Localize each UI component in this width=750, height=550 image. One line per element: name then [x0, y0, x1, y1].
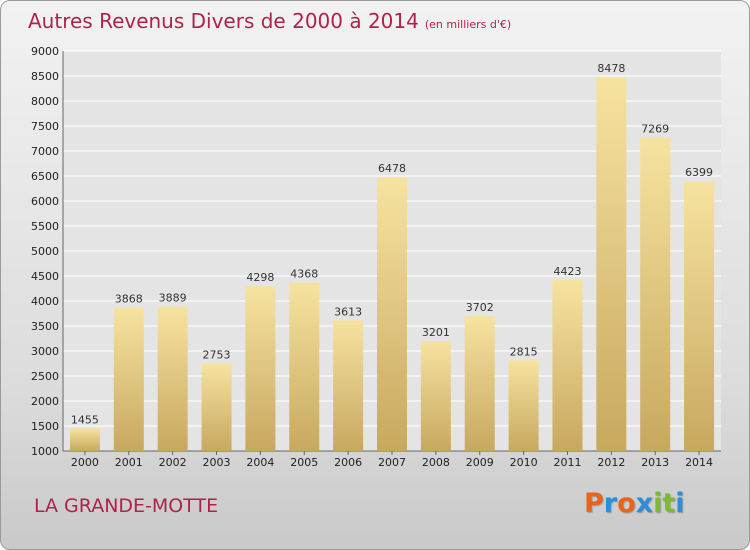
data-label: 1455: [71, 413, 99, 426]
logo-letter: i: [653, 488, 663, 519]
data-label: 6399: [685, 166, 713, 179]
bar: [69, 428, 100, 451]
data-label: 6478: [378, 162, 406, 175]
proxiti-logo: Proxiti: [584, 488, 685, 519]
data-label: 4368: [290, 268, 318, 281]
logo-letter: i: [675, 488, 685, 519]
bar: [245, 286, 276, 451]
y-tick-label: 3000: [31, 345, 59, 358]
x-tick-label: 2010: [510, 456, 538, 469]
x-tick-label: 2012: [597, 456, 625, 469]
y-tick-label: 6500: [31, 170, 59, 183]
x-tick-label: 2000: [71, 456, 99, 469]
y-tick-label: 1000: [31, 445, 59, 458]
data-label: 3868: [115, 293, 143, 306]
chart-title-text: Autres Revenus Divers de 2000 à 2014: [28, 9, 419, 33]
chart-title: Autres Revenus Divers de 2000 à 2014 (en …: [28, 9, 511, 33]
y-tick-label: 8000: [31, 95, 59, 108]
y-tick-label: 2000: [31, 395, 59, 408]
y-tick-label: 5500: [31, 220, 59, 233]
chart-subtitle: (en milliers d'€): [424, 18, 512, 31]
x-tick-label: 2007: [378, 456, 406, 469]
x-tick-label: 2013: [641, 456, 669, 469]
x-tick-label: 2014: [685, 456, 713, 469]
y-tick-label: 7500: [31, 120, 59, 133]
logo-letter: P: [584, 488, 604, 519]
y-tick-label: 4000: [31, 295, 59, 308]
bar: [377, 177, 407, 451]
bar: [420, 340, 451, 451]
y-tick-label: 8500: [31, 70, 59, 83]
data-label: 7269: [641, 123, 669, 136]
y-tick-label: 4500: [31, 270, 59, 283]
y-tick-label: 7000: [31, 145, 59, 158]
data-label: 3201: [422, 326, 450, 339]
y-tick-label: 1500: [31, 420, 59, 433]
y-tick-label: 5000: [31, 245, 59, 258]
x-tick-label: 2006: [334, 456, 362, 469]
x-tick-label: 2005: [290, 456, 318, 469]
bar: [552, 279, 583, 451]
bar: [508, 360, 539, 451]
data-label: 3613: [334, 305, 362, 318]
data-label: 2815: [510, 345, 538, 358]
y-tick-label: 2500: [31, 370, 59, 383]
x-tick-label: 2003: [203, 456, 231, 469]
bar: [640, 137, 671, 452]
data-label: 3702: [466, 301, 494, 314]
bar: [113, 307, 144, 451]
bar: [333, 320, 364, 451]
bar: [201, 363, 232, 451]
x-tick-label: 2001: [115, 456, 143, 469]
y-tick-label: 9000: [31, 45, 59, 58]
logo-letter: o: [617, 488, 636, 519]
bar: [596, 77, 627, 451]
x-tick-label: 2002: [159, 456, 187, 469]
data-label: 4298: [246, 271, 274, 284]
x-tick-label: 2011: [553, 456, 581, 469]
bar: [684, 181, 715, 452]
x-tick-label: 2008: [422, 456, 450, 469]
logo-letter: x: [635, 488, 654, 519]
logo-letter: t: [662, 488, 676, 519]
x-tick-label: 2004: [246, 456, 274, 469]
logo-letter: r: [603, 488, 618, 519]
data-label: 2753: [203, 348, 231, 361]
data-label: 3889: [159, 292, 187, 305]
bar: [157, 306, 188, 451]
x-tick-label: 2009: [466, 456, 494, 469]
bar: [464, 315, 495, 451]
place-name: LA GRANDE-MOTTE: [34, 495, 219, 517]
data-label: 4423: [553, 265, 581, 278]
y-tick-label: 6000: [31, 195, 59, 208]
bar: [289, 282, 320, 451]
y-tick-label: 3500: [31, 320, 59, 333]
data-label: 8478: [597, 62, 625, 75]
